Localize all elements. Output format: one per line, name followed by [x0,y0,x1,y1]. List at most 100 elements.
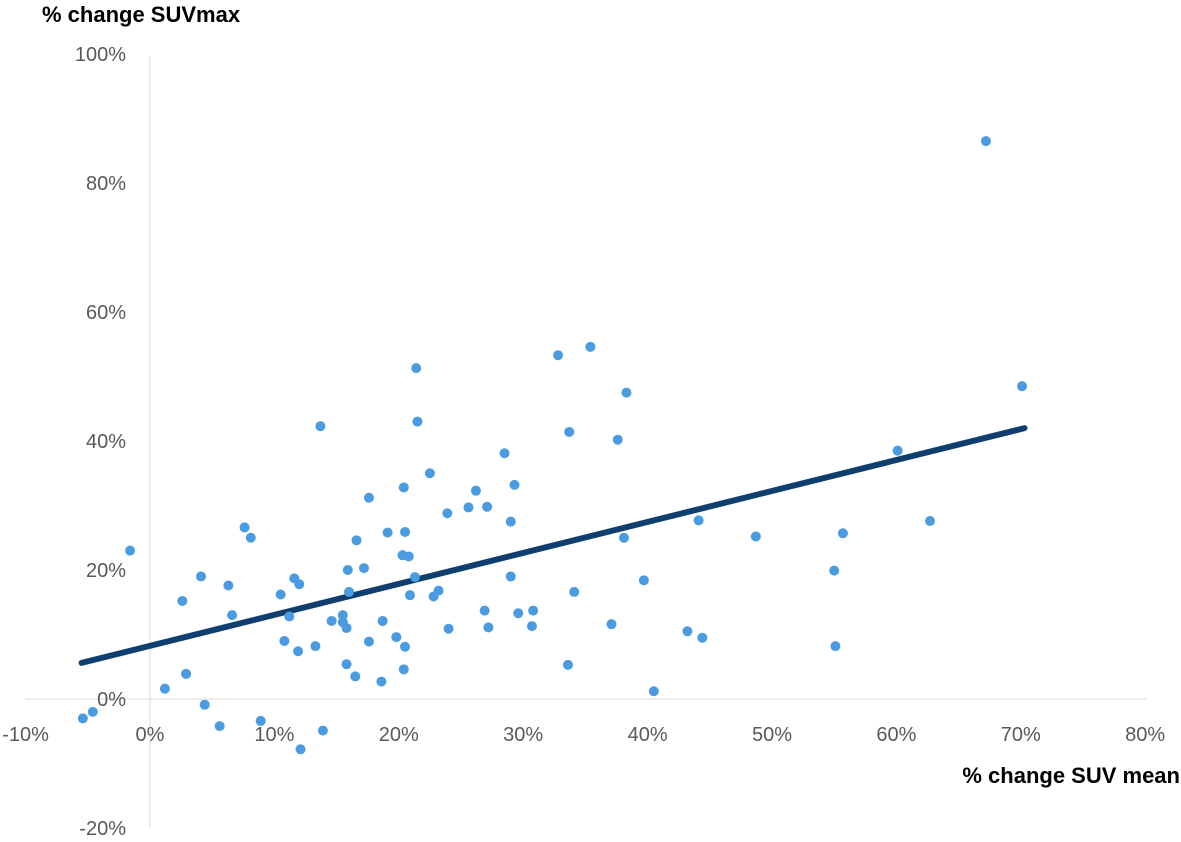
data-point [284,611,295,622]
data-point [482,501,493,512]
y-tick-label: -20% [79,818,126,837]
x-tick-label: -10% [2,724,49,746]
data-point [350,671,361,682]
data-point [239,522,250,533]
data-point [443,623,454,634]
data-point [342,565,353,575]
data-point [621,387,632,398]
y-tick-label: 40% [86,431,126,453]
trendline-group [78,425,1028,666]
data-point [648,686,659,697]
data-point [924,515,935,526]
trendline [78,425,1028,666]
data-point [509,479,520,490]
data-point [196,571,207,582]
data-point [344,586,355,597]
data-point [564,426,575,437]
y-tick-label: 0% [97,689,126,711]
y-tick-label: 100% [75,44,126,66]
x-tick-label: 40% [628,724,668,746]
x-tick-label: 70% [1001,724,1041,746]
y-tick-label: 20% [86,560,126,582]
x-tick-label: 10% [254,724,294,746]
data-point [245,532,256,543]
data-point [177,595,188,606]
data-point [77,713,88,724]
points-group [77,136,1028,755]
data-point [612,434,623,445]
x-tick-label: 20% [379,724,419,746]
data-point [638,575,649,586]
data-point [376,676,387,687]
data-point [463,502,474,513]
data-point [697,632,708,643]
data-point [317,725,328,736]
data-point [433,585,444,596]
data-point [341,659,352,670]
data-point [505,516,516,527]
data-point [341,623,352,634]
data-point [409,572,420,583]
data-point [255,715,266,726]
data-point [400,526,411,537]
data-point [1017,381,1028,392]
y-tick-label: 80% [86,173,126,195]
data-point [275,589,286,600]
data-point [400,641,411,652]
data-point [87,706,98,717]
data-point [505,571,516,582]
data-point [159,683,170,694]
x-tick-label: 80% [1125,724,1165,746]
data-point [125,545,136,556]
y-tick-labels: -20% 0% 20% 40% 60% 80% 100% [75,44,126,840]
data-point [351,535,362,546]
data-point [358,563,369,574]
x-axis-title: % change SUV mean [962,763,1180,788]
data-point [528,605,539,616]
data-point [499,448,510,459]
data-point [382,527,393,538]
data-point [980,136,991,147]
data-point [326,615,337,626]
data-point [830,641,841,652]
y-tick-label: 60% [86,302,126,324]
x-tick-label: 30% [503,724,543,746]
data-point [569,586,580,597]
data-point [892,445,903,456]
data-point [363,636,374,647]
data-point [214,721,225,732]
data-point [404,590,415,601]
x-tick-labels: -10% 0% 10% 20% 30% 40% 50% 60% 70% 80% [2,724,1165,746]
x-tick-label: 0% [136,724,165,746]
x-tick-label: 50% [752,724,792,746]
data-point [442,508,453,519]
data-point [363,492,374,503]
x-tick-label: 60% [876,724,916,746]
data-point [398,664,409,675]
data-point [411,363,422,374]
data-point [398,482,409,493]
data-point [199,699,210,710]
data-point [553,350,564,361]
y-axis-title: % change SUVmax [42,2,241,27]
data-point [310,641,321,652]
data-point [483,622,494,633]
data-point [377,615,388,626]
data-point [750,531,761,542]
data-point [223,580,234,591]
data-point [606,619,617,630]
data-point [562,659,573,670]
data-point [682,626,693,637]
data-point [295,744,306,755]
data-point [479,605,490,616]
data-point [513,608,524,619]
data-point [181,668,192,679]
data-point [337,610,348,621]
data-point [585,341,596,352]
data-point [279,635,290,646]
data-point [294,579,305,590]
data-point [412,416,423,427]
data-point [470,485,481,496]
